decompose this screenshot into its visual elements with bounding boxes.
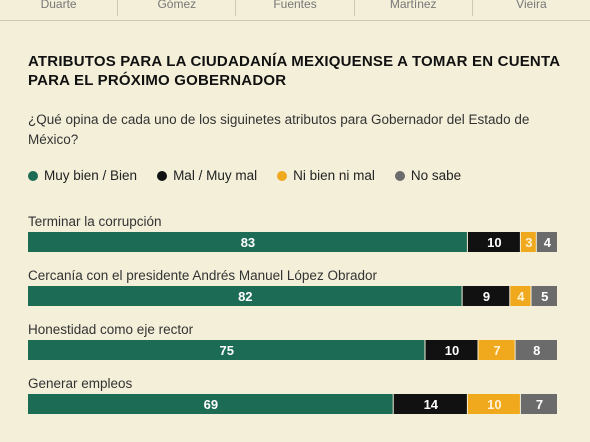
data-label: 10 <box>487 397 501 412</box>
legend: Muy bien / Bien Mal / Muy mal Ni bien ni m… <box>28 168 568 183</box>
data-label: 75 <box>220 343 234 358</box>
category-label: Generar empleos <box>28 376 133 391</box>
legend-item: Muy bien / Bien <box>28 168 137 183</box>
legend-swatch <box>394 170 405 181</box>
candidate-name: Vieira <box>516 0 547 11</box>
data-label: 10 <box>487 235 501 250</box>
data-label: 3 <box>525 235 532 250</box>
bar-segment <box>531 286 557 306</box>
category-label: Cercanía con el presidente Andrés Manuel… <box>28 268 377 283</box>
legend-label: Ni bien ni mal <box>293 168 375 183</box>
candidate-name: Martínez <box>355 0 473 16</box>
chart-subtitle: ¿Qué opina de cada uno de los siguinetes… <box>28 112 530 147</box>
bar-segment <box>28 340 425 360</box>
chart-title: ATRIBUTOS PARA LA CIUDADANÍA MEXIQUENSE … <box>28 53 560 89</box>
legend-label: No sabe <box>410 168 462 183</box>
data-label: 8 <box>533 343 540 358</box>
data-label: 4 <box>517 289 525 304</box>
candidate-header-strip: Duarte Gómez Fuentes Martínez Vieira <box>0 0 590 21</box>
data-label: 83 <box>241 235 255 250</box>
bar-segment <box>393 394 467 414</box>
bar-segment <box>520 394 557 414</box>
data-label: 4 <box>544 235 552 250</box>
data-label: 9 <box>483 289 490 304</box>
candidate-name: Duarte <box>0 0 119 16</box>
legend-swatch <box>28 170 38 181</box>
bar-segment <box>28 232 467 252</box>
category-label: Honestidad como eje rector <box>28 322 194 337</box>
legend-item: Mal / Muy mal <box>157 168 257 183</box>
bar-segment <box>462 286 510 306</box>
legend-item: No sabe <box>394 168 462 183</box>
candidate-name: Gómez <box>118 0 237 16</box>
bar-segment <box>467 394 520 414</box>
data-label: 5 <box>541 289 548 304</box>
candidate-name: Fuentes <box>236 0 355 16</box>
data-label: 14 <box>424 397 439 412</box>
data-label: 7 <box>493 343 500 358</box>
bar-segment <box>28 394 393 414</box>
data-label: 82 <box>238 289 252 304</box>
bar-segment <box>536 232 557 252</box>
bar-segment <box>515 340 557 360</box>
legend-label: Mal / Muy mal <box>173 168 258 183</box>
bar-segment <box>520 232 536 252</box>
data-label: 10 <box>445 343 459 358</box>
legend-label: Muy bien / Bien <box>44 168 138 183</box>
data-label: 69 <box>204 397 218 412</box>
legend-swatch <box>157 170 168 181</box>
data-label: 7 <box>536 397 543 412</box>
bar-segment <box>467 232 520 252</box>
legend-swatch <box>277 170 288 181</box>
bar-segment <box>478 340 515 360</box>
legend-item: Ni bien ni mal <box>277 168 375 183</box>
bar-segment <box>425 340 478 360</box>
bar-segment <box>28 286 462 306</box>
category-label: Terminar la corrupción <box>28 214 162 229</box>
bar-segment <box>510 286 531 306</box>
